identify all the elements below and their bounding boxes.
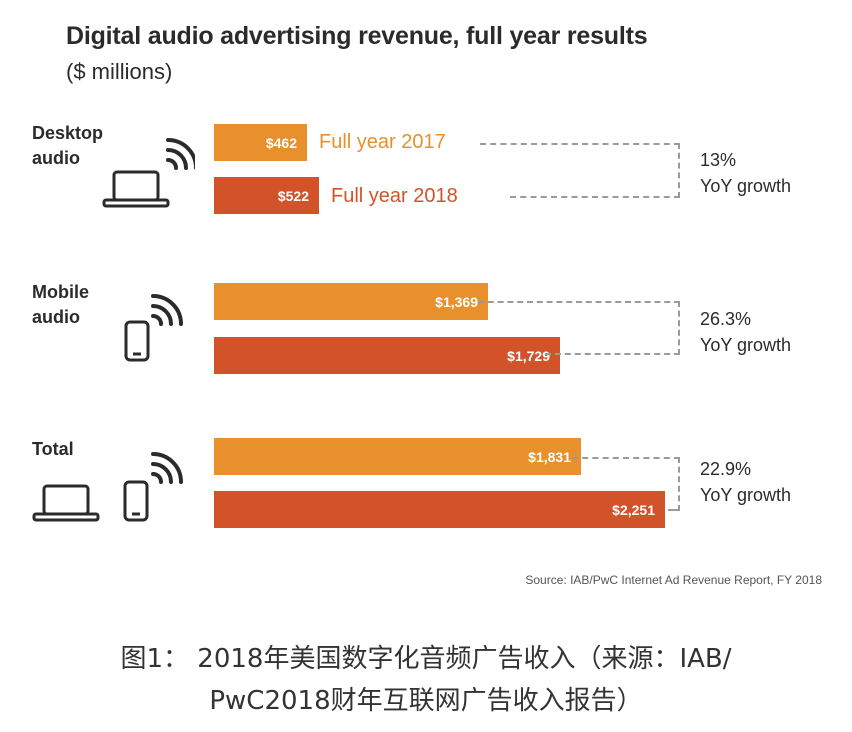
group-label-desktop: Desktop audio bbox=[32, 123, 104, 168]
bar-value-label: $1,831 bbox=[528, 448, 571, 465]
connector-line bbox=[545, 353, 680, 355]
bar-value-label: $1,729 bbox=[507, 347, 550, 364]
bar-mobile-2018: $1,729 bbox=[214, 337, 560, 374]
bar-total-2017: $1,831 bbox=[214, 438, 581, 475]
connector-line bbox=[510, 196, 680, 198]
growth-annotation-mobile: 26.3% YoY growth bbox=[700, 306, 791, 358]
growth-percent: 22.9% bbox=[700, 459, 752, 479]
bar-mobile-2017: $1,369 bbox=[214, 283, 488, 320]
smartphone-icon bbox=[123, 480, 149, 522]
chart-subtitle: ($ millions) bbox=[66, 59, 173, 84]
total-device-icons bbox=[32, 452, 183, 522]
bar-value-label: $522 bbox=[277, 187, 309, 204]
group-label-total: Total bbox=[32, 439, 74, 459]
bar-desktop-2018: $522 bbox=[214, 177, 319, 214]
figure-caption-line-2: PwC2018财年互联网广告收入报告） bbox=[209, 686, 643, 716]
legend-label-2018: Full year 2018 bbox=[331, 185, 458, 207]
growth-percent: 26.3% bbox=[700, 309, 752, 329]
connector-line bbox=[678, 143, 680, 198]
connector-line bbox=[478, 301, 680, 303]
connector-line bbox=[678, 301, 680, 355]
growth-percent: 13% bbox=[700, 150, 737, 170]
bar-value-label: $2,251 bbox=[612, 501, 655, 518]
wifi-signal-icon bbox=[166, 138, 195, 170]
connector-line bbox=[572, 457, 680, 459]
growth-text: YoY growth bbox=[700, 176, 792, 196]
growth-annotation-desktop: 13% YoY growth bbox=[700, 147, 791, 199]
bar-value-label: $1,369 bbox=[435, 293, 478, 310]
growth-annotation-total: 22.9% YoY growth bbox=[700, 456, 791, 508]
connector-line bbox=[668, 509, 680, 511]
legend-label-2017: Full year 2017 bbox=[319, 131, 446, 153]
laptop-icon bbox=[102, 170, 170, 208]
group-label-mobile: Mobile audio bbox=[32, 282, 89, 327]
bar-total-2018: $2,251 bbox=[214, 491, 665, 528]
chart-title: Digital audio advertising revenue, full … bbox=[66, 22, 648, 50]
wifi-signal-icon bbox=[151, 452, 183, 484]
bar-value-label: $462 bbox=[265, 134, 297, 151]
growth-text: YoY growth bbox=[700, 485, 792, 505]
bar-desktop-2017: $462 bbox=[214, 124, 307, 161]
mobile-device-icons bbox=[124, 294, 183, 362]
connector-line bbox=[480, 143, 680, 145]
figure-caption-line-1: 图1： 2018年美国数字化音频广告收入（来源：IAB/ bbox=[120, 644, 732, 674]
wifi-signal-icon bbox=[151, 294, 183, 326]
growth-text: YoY growth bbox=[700, 335, 792, 355]
laptop-icon bbox=[32, 484, 100, 522]
connector-line bbox=[678, 457, 680, 511]
source-note: Source: IAB/PwC Internet Ad Revenue Repo… bbox=[525, 573, 822, 587]
desktop-device-icons bbox=[102, 138, 195, 208]
smartphone-icon bbox=[124, 320, 150, 362]
